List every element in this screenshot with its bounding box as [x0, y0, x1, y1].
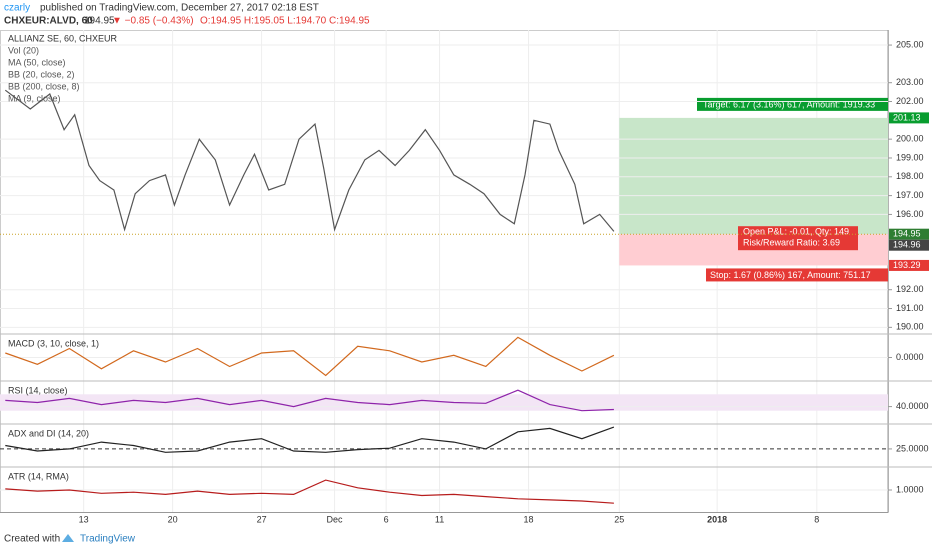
x-tick-label: 13 [79, 514, 89, 524]
x-tick-label: Dec [327, 514, 344, 524]
series-line [5, 389, 614, 412]
y-tick-label: 40.0000 [896, 401, 929, 411]
x-tick-label: 2018 [707, 514, 727, 524]
y-tick-label: 197.00 [896, 190, 924, 200]
pnl-label: Open P&L: -0.01, Qty: 149 [743, 227, 849, 237]
footer-brand[interactable]: TradingView [80, 534, 136, 545]
y-tick-label: 200.00 [896, 134, 924, 144]
y-tick-label: 196.00 [896, 209, 924, 219]
symbol: CHXEUR:ALVD, 60 [4, 16, 93, 27]
x-tick-label: 27 [257, 514, 267, 524]
panel-title: ADX and DI (14, 20) [8, 428, 89, 438]
panel-title: RSI (14, close) [8, 385, 68, 395]
footer-created: Created with [4, 534, 60, 545]
x-tick-label: 6 [384, 514, 389, 524]
x-tick-label: 20 [168, 514, 178, 524]
legend-entry: Vol (20) [8, 45, 39, 55]
rsi-band [0, 394, 888, 411]
price-tag [889, 112, 929, 124]
stop-label-box [706, 268, 888, 282]
legend-entry: MA (9, close) [8, 93, 61, 103]
series-line [5, 479, 614, 504]
y-tick-label: 191.00 [896, 303, 924, 313]
price-tag [889, 239, 929, 251]
panel-title: ATR (14, RMA) [8, 471, 69, 481]
x-tick-label: 8 [814, 514, 819, 524]
series-line [5, 426, 615, 453]
target-zone [619, 117, 888, 235]
x-tick-label: 11 [435, 514, 444, 524]
panel-title: MACD (3, 10, close, 1) [8, 338, 99, 348]
ohlc: O:194.95 H:195.05 L:194.70 C:194.95 [200, 16, 370, 27]
x-tick-label: 18 [524, 514, 534, 524]
y-tick-label: 202.00 [896, 96, 924, 106]
stop-label: Stop: 1.67 (0.86%) 167, Amount: 751.17 [710, 270, 871, 280]
price-tag-label: 194.95 [893, 229, 921, 239]
price-tag-label: 193.29 [893, 260, 921, 270]
y-tick-label: 190.00 [896, 322, 924, 332]
y-tick-label: 203.00 [896, 77, 924, 87]
panel-title: ALLIANZ SE, 60, CHXEUR [8, 33, 118, 43]
y-tick-label: 1.0000 [896, 484, 924, 494]
last-price: 194.95 [84, 16, 115, 27]
y-tick-label: 199.00 [896, 152, 924, 162]
y-tick-label: 25.0000 [896, 443, 929, 453]
y-tick-label: 205.00 [896, 39, 924, 49]
y-tick-label: 192.00 [896, 284, 924, 294]
legend-entry: MA (50, close) [8, 57, 66, 67]
price-tag [889, 228, 929, 240]
series-line [5, 336, 615, 377]
target-label: Target: 6.17 (3.16%) 617, Amount: 1919.3… [703, 99, 875, 109]
price-tag-label: 194.96 [893, 240, 921, 250]
legend-entry: BB (200, close, 8) [8, 81, 80, 91]
y-tick-label: 198.00 [896, 171, 924, 181]
logo [62, 534, 74, 542]
published: published on TradingView.com, December 2… [40, 3, 319, 14]
rr-label: Risk/Reward Ratio: 3.69 [743, 238, 840, 248]
series-line [4, 89, 615, 232]
pnl-box [738, 226, 858, 251]
legend-entry: BB (20, close, 2) [8, 69, 75, 79]
change: ▼ −0.85 (−0.43%) [112, 16, 194, 27]
price-tag-label: 201.13 [893, 112, 921, 122]
price-tag [889, 259, 929, 271]
x-tick-label: 25 [614, 514, 624, 524]
y-tick-label: 0.0000 [896, 352, 924, 362]
author[interactable]: czarly [4, 3, 30, 14]
